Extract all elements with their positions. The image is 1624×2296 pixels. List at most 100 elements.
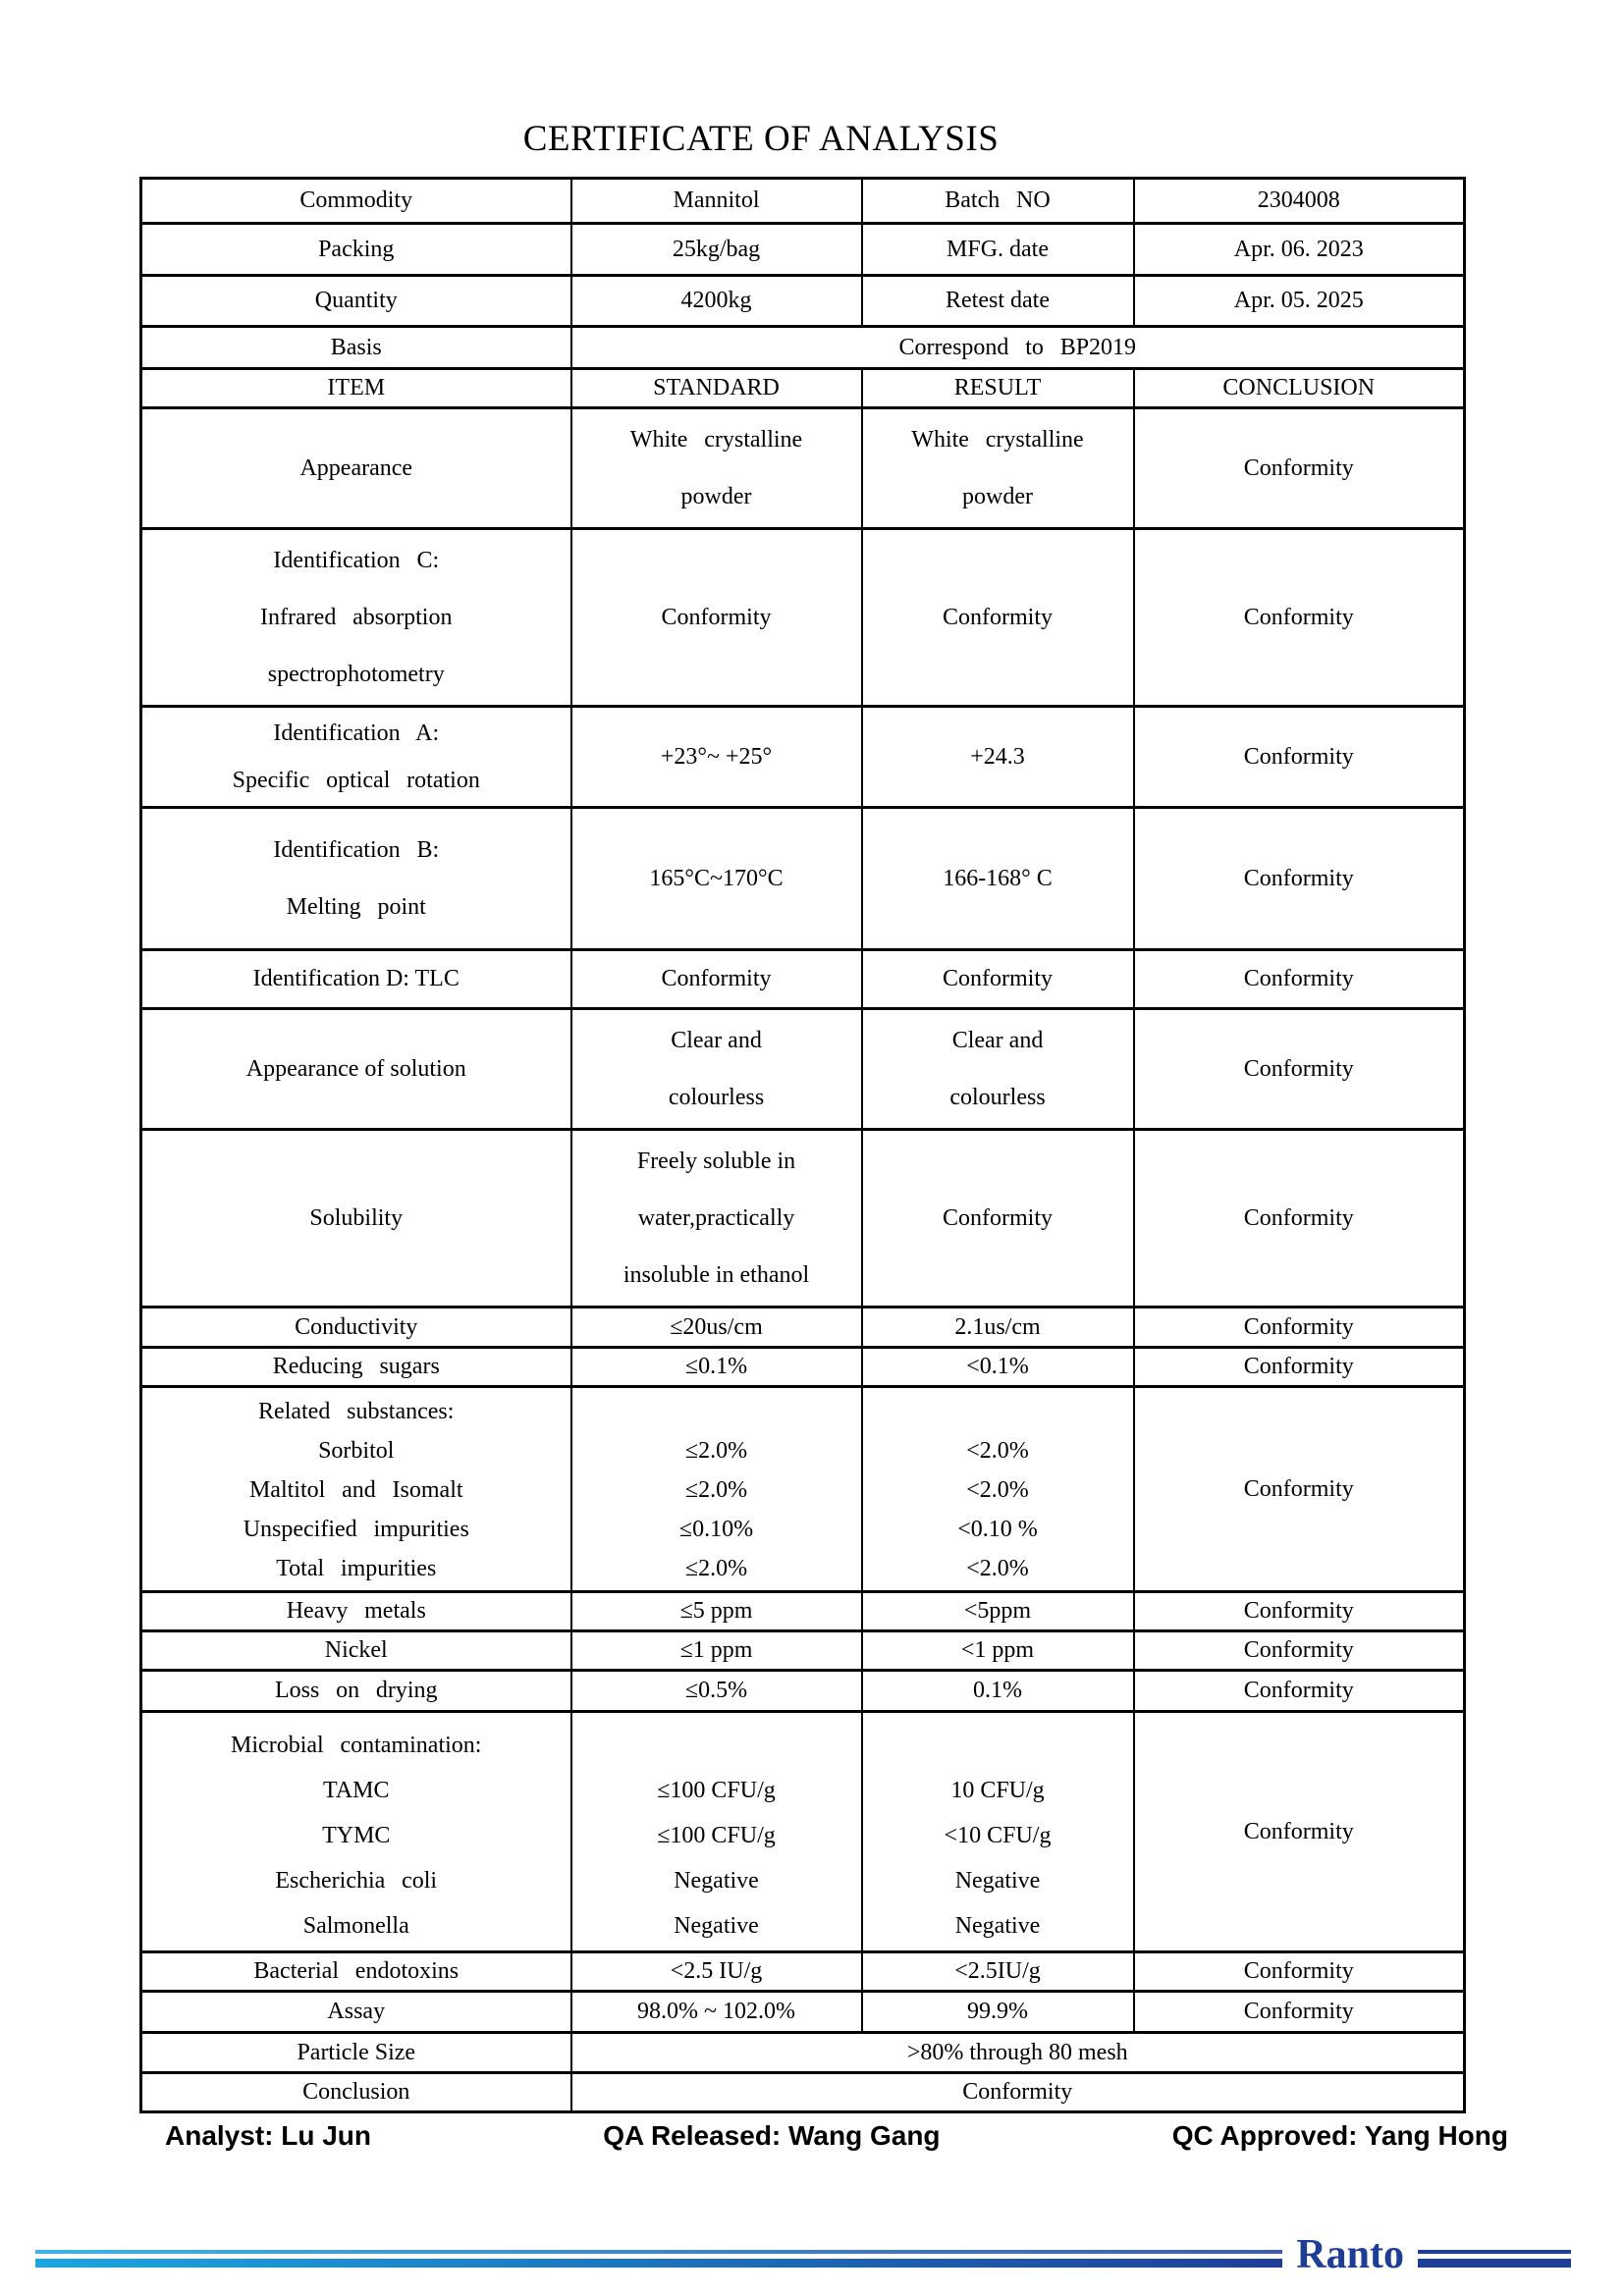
row-final-conclusion: Conclusion Conformity (139, 2071, 1466, 2113)
row-bacterial-endotoxins: Bacterial endotoxins <2.5 IU/g <2.5IU/g … (139, 1950, 1466, 1993)
info-row-quantity: Quantity 4200kg Retest date Apr. 05. 202… (139, 274, 1466, 328)
cell-conclusion: Conformity (1132, 1590, 1466, 1632)
cell-conclusion: Conformity (1132, 1007, 1466, 1131)
cell-conclusion: Conformity (1132, 527, 1466, 708)
cell-conclusion: Conformity (1132, 1950, 1466, 1993)
cell-standard: Conformity (569, 527, 863, 708)
cell-item: Solubility (139, 1128, 572, 1308)
cell-standard: White crystalline powder (569, 406, 863, 530)
cell-item: Identification D: TLC (139, 948, 572, 1010)
retest-date-label: Retest date (860, 274, 1135, 328)
final-conclusion-value: Conformity (569, 2071, 1466, 2113)
cell-conclusion: Conformity (1132, 806, 1466, 951)
retest-date-value: Apr. 05. 2025 (1132, 274, 1466, 328)
cell-item: Appearance of solution (139, 1007, 572, 1131)
cell-standard: <2.5 IU/g (569, 1950, 863, 1993)
packing-label: Packing (139, 222, 572, 277)
cell-standard: 165°C~170°C (569, 806, 863, 951)
cell-result: <0.1% (860, 1346, 1135, 1388)
cell-standard: +23°~ +25° (569, 705, 863, 809)
row-identification-a: Identification A: Specific optical rotat… (139, 705, 1466, 809)
row-microbial-contamination: Microbial contamination: TAMC TYMC Esche… (139, 1710, 1466, 1953)
quantity-value: 4200kg (569, 274, 863, 328)
cell-item: Heavy metals (139, 1590, 572, 1632)
row-identification-c: Identification C: Infrared absorption sp… (139, 527, 1466, 708)
thin-rule (35, 2250, 1283, 2254)
thick-rule (1418, 2259, 1571, 2268)
cell-result: White crystalline powder (860, 406, 1135, 530)
cell-result: <5ppm (860, 1590, 1135, 1632)
cell-standard: ≤1 ppm (569, 1629, 863, 1672)
cell-item: Nickel (139, 1629, 572, 1672)
row-appearance: Appearance White crystalline powder Whit… (139, 406, 1466, 530)
cell-standard: ≤0.5% (569, 1669, 863, 1713)
column-header-result: RESULT (860, 367, 1135, 409)
cell-standard: ≤20us/cm (569, 1306, 863, 1349)
cell-result: <2.5IU/g (860, 1950, 1135, 1993)
cell-conclusion: Conformity (1132, 406, 1466, 530)
cell-conclusion: Conformity (1132, 1385, 1466, 1593)
cell-item: Loss on drying (139, 1669, 572, 1713)
commodity-label: Commodity (139, 177, 572, 225)
footer-gradient-rule-left (35, 2250, 1283, 2271)
thick-rule (35, 2259, 1283, 2268)
cell-result: 99.9% (860, 1990, 1135, 2034)
packing-value: 25kg/bag (569, 222, 863, 277)
row-heavy-metals: Heavy metals ≤5 ppm <5ppm Conformity (139, 1590, 1466, 1632)
quantity-label: Quantity (139, 274, 572, 328)
cell-conclusion: Conformity (1132, 1990, 1466, 2034)
cell-result: Conformity (860, 948, 1135, 1010)
footer-brand-line: Ranto (35, 2226, 1571, 2275)
cell-item: Conductivity (139, 1306, 572, 1349)
cell-conclusion: Conformity (1132, 1346, 1466, 1388)
cell-result: 10 CFU/g <10 CFU/g Negative Negative (860, 1710, 1135, 1953)
particle-size-label: Particle Size (139, 2031, 572, 2074)
cell-conclusion: Conformity (1132, 1710, 1466, 1953)
row-appearance-of-solution: Appearance of solution Clear and colourl… (139, 1007, 1466, 1131)
row-loss-on-drying: Loss on drying ≤0.5% 0.1% Conformity (139, 1669, 1466, 1713)
table-header-row: ITEM STANDARD RESULT CONCLUSION (139, 367, 1466, 409)
column-header-item: ITEM (139, 367, 572, 409)
row-identification-b: Identification B: Melting point 165°C~17… (139, 806, 1466, 951)
cell-standard: 98.0% ~ 102.0% (569, 1990, 863, 2034)
cell-conclusion: Conformity (1132, 1669, 1466, 1713)
batch-value: 2304008 (1132, 177, 1466, 225)
info-row-commodity: Commodity Mannitol Batch NO 2304008 (139, 177, 1466, 225)
cell-standard: ≤5 ppm (569, 1590, 863, 1632)
mfg-date-label: MFG. date (860, 222, 1135, 277)
qa-released-signature: QA Released: Wang Gang (603, 2120, 941, 2151)
cell-conclusion: Conformity (1132, 1128, 1466, 1308)
cell-conclusion: Conformity (1132, 1306, 1466, 1349)
cell-item: Microbial contamination: TAMC TYMC Esche… (139, 1710, 572, 1953)
cell-result: 0.1% (860, 1669, 1135, 1713)
cell-conclusion: Conformity (1132, 948, 1466, 1010)
mfg-date-value: Apr. 06. 2023 (1132, 222, 1466, 277)
row-identification-d: Identification D: TLC Conformity Conform… (139, 948, 1466, 1010)
qc-approved-signature: QC Approved: Yang Hong (1171, 2120, 1508, 2151)
basis-label: Basis (139, 325, 572, 370)
info-row-basis: Basis Correspond to BP2019 (139, 325, 1466, 370)
cell-conclusion: Conformity (1132, 705, 1466, 809)
page-title: CERTIFICATE OF ANALYSIS (522, 119, 1000, 159)
cell-result: Conformity (860, 1128, 1135, 1308)
basis-value: Correspond to BP2019 (569, 325, 1466, 370)
cell-standard: Clear and colourless (569, 1007, 863, 1131)
column-header-standard: STANDARD (569, 367, 863, 409)
cell-result: +24.3 (860, 705, 1135, 809)
row-assay: Assay 98.0% ~ 102.0% 99.9% Conformity (139, 1990, 1466, 2034)
column-header-conclusion: CONCLUSION (1132, 367, 1466, 409)
cell-result: 166-168° C (860, 806, 1135, 951)
row-conductivity: Conductivity ≤20us/cm 2.1us/cm Conformit… (139, 1306, 1466, 1349)
coa-table: Commodity Mannitol Batch NO 2304008 Pack… (139, 177, 1466, 2113)
signature-block: Analyst: Lu Jun QA Released: Wang Gang Q… (165, 2120, 1508, 2152)
cell-item: Reducing sugars (139, 1346, 572, 1388)
cell-result: <1 ppm (860, 1629, 1135, 1672)
cell-item: Bacterial endotoxins (139, 1950, 572, 1993)
cell-standard: ≤100 CFU/g ≤100 CFU/g Negative Negative (569, 1710, 863, 1953)
cell-standard: ≤2.0% ≤2.0% ≤0.10% ≤2.0% (569, 1385, 863, 1593)
footer-gradient-rule-right (1418, 2250, 1571, 2271)
row-related-substances: Related substances: Sorbitol Maltitol an… (139, 1385, 1466, 1593)
cell-item: Appearance (139, 406, 572, 530)
cell-result: Conformity (860, 527, 1135, 708)
